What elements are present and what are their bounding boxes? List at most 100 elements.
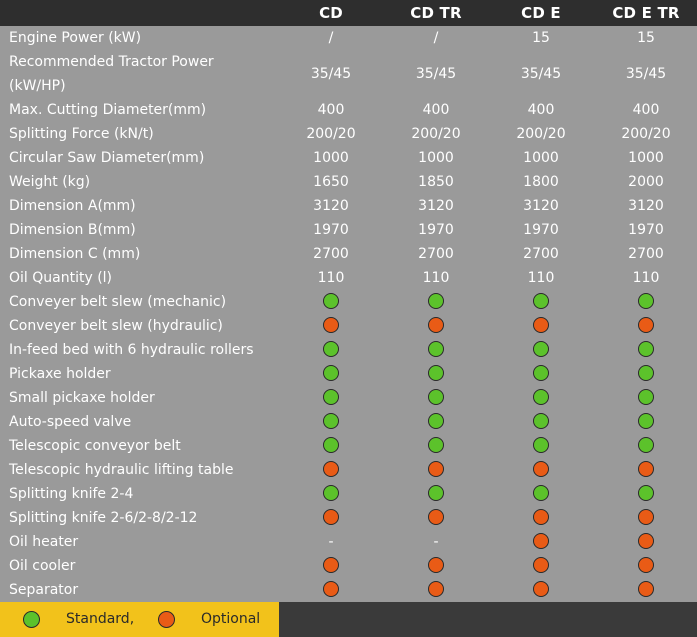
table-cell bbox=[281, 338, 381, 362]
standard-dot-icon bbox=[428, 485, 444, 501]
standard-dot-icon bbox=[428, 365, 444, 381]
table-cell bbox=[491, 338, 591, 362]
table-cell bbox=[386, 458, 486, 482]
optional-dot-icon bbox=[533, 461, 549, 477]
row-label: Splitting knife 2-6/2-8/2-12 bbox=[9, 510, 198, 526]
optional-dot-icon bbox=[428, 509, 444, 525]
table-cell bbox=[281, 506, 381, 530]
row-label: Conveyer belt slew (hydraulic) bbox=[9, 318, 223, 334]
legend-optional-label: Optional bbox=[201, 611, 261, 627]
standard-dot-icon bbox=[638, 389, 654, 405]
optional-dot-icon bbox=[533, 317, 549, 333]
table-cell: 400 bbox=[632, 102, 660, 118]
table-cell bbox=[281, 290, 381, 314]
table-cell bbox=[386, 362, 486, 386]
table-cell bbox=[386, 410, 486, 434]
table-row: Oil heater - - bbox=[0, 530, 697, 554]
table-cell bbox=[491, 482, 591, 506]
optional-dot-icon bbox=[323, 461, 339, 477]
table-cell: 1000 bbox=[523, 150, 559, 166]
table-row: Telescopic conveyor belt bbox=[0, 434, 697, 458]
table-header: CD CD TR CD E CD E TR bbox=[0, 0, 697, 26]
table-cell bbox=[281, 482, 381, 506]
optional-dot-icon bbox=[533, 533, 549, 549]
standard-dot-icon bbox=[323, 293, 339, 309]
table-cell: 200/20 bbox=[621, 126, 671, 142]
row-label: Auto-speed valve bbox=[9, 414, 132, 430]
optional-dot-icon bbox=[638, 461, 654, 477]
table-row: Circular Saw Diameter(mm) 1000 1000 1000 100… bbox=[0, 146, 697, 170]
standard-dot-icon bbox=[323, 389, 339, 405]
standard-dot-icon bbox=[323, 341, 339, 357]
row-label: Splitting knife 2-4 bbox=[9, 486, 134, 502]
table-cell bbox=[386, 554, 486, 578]
table-row: Recommended Tractor Power (kW/HP) 35/45 35… bbox=[0, 50, 697, 98]
table-cell: 2700 bbox=[628, 246, 664, 262]
table-cell: 400 bbox=[422, 102, 450, 118]
optional-dot-icon bbox=[428, 581, 444, 597]
standard-dot-icon bbox=[533, 389, 549, 405]
standard-dot-icon bbox=[638, 437, 654, 453]
table-cell: 3120 bbox=[628, 198, 664, 214]
standard-dot-icon bbox=[428, 341, 444, 357]
table-cell: 1970 bbox=[628, 222, 664, 238]
row-label: In-feed bed with 6 hydraulic rollers bbox=[9, 342, 254, 358]
table-row: Dimension C (mm) 2700 2700 2700 2700 bbox=[0, 242, 697, 266]
optional-dot-icon bbox=[638, 317, 654, 333]
row-label: Oil heater bbox=[9, 534, 79, 550]
table-cell: 15 bbox=[637, 30, 655, 46]
table-cell bbox=[281, 434, 381, 458]
table-cell: / bbox=[328, 30, 334, 46]
table-row: Dimension B(mm) 1970 1970 1970 1970 bbox=[0, 218, 697, 242]
column-header: CD bbox=[319, 4, 343, 22]
optional-dot-icon bbox=[533, 581, 549, 597]
table-row: Oil Quantity (l) 110 110 110 110 bbox=[0, 266, 697, 290]
table-cell: 2700 bbox=[313, 246, 349, 262]
table-cell bbox=[386, 434, 486, 458]
table-row: In-feed bed with 6 hydraulic rollers bbox=[0, 338, 697, 362]
table-row: Auto-speed valve bbox=[0, 410, 697, 434]
row-label: Oil cooler bbox=[9, 558, 76, 574]
table-row: Splitting knife 2-4 bbox=[0, 482, 697, 506]
row-label: Circular Saw Diameter(mm) bbox=[9, 150, 205, 166]
row-label: Max. Cutting Diameter(mm) bbox=[9, 102, 207, 118]
optional-dot-icon bbox=[638, 557, 654, 573]
table-cell: 400 bbox=[317, 102, 345, 118]
table-row: Pickaxe holder bbox=[0, 362, 697, 386]
table-cell bbox=[281, 410, 381, 434]
table-cell bbox=[596, 362, 696, 386]
standard-dot-icon bbox=[638, 293, 654, 309]
table-cell: 110 bbox=[632, 270, 660, 286]
table-cell: - bbox=[433, 534, 439, 550]
legend-filler bbox=[279, 602, 697, 637]
table-cell bbox=[491, 578, 591, 602]
table-cell bbox=[386, 338, 486, 362]
table-cell bbox=[491, 314, 591, 338]
table-cell: 110 bbox=[527, 270, 555, 286]
table-cell: 2700 bbox=[418, 246, 454, 262]
table-cell: 1650 bbox=[313, 174, 349, 190]
table-cell: 15 bbox=[532, 30, 550, 46]
table-cell: 200/20 bbox=[306, 126, 356, 142]
table-cell: 1850 bbox=[418, 174, 454, 190]
standard-dot-icon bbox=[428, 293, 444, 309]
table-cell: 35/45 bbox=[625, 66, 667, 82]
table-cell bbox=[596, 410, 696, 434]
table-row: Splitting knife 2-6/2-8/2-12 bbox=[0, 506, 697, 530]
table-cell: 2000 bbox=[628, 174, 664, 190]
standard-dot-icon bbox=[323, 485, 339, 501]
table-cell: 1970 bbox=[523, 222, 559, 238]
standard-dot-icon bbox=[323, 365, 339, 381]
table-row: Separator bbox=[0, 578, 697, 602]
row-label: Telescopic hydraulic lifting table bbox=[9, 462, 234, 478]
table-cell: 1000 bbox=[313, 150, 349, 166]
table-cell bbox=[491, 290, 591, 314]
legend-standard-label: Standard, bbox=[66, 611, 135, 627]
table-cell: 110 bbox=[422, 270, 450, 286]
table-cell: 1000 bbox=[418, 150, 454, 166]
row-label: Dimension A(mm) bbox=[9, 198, 136, 214]
table-cell bbox=[386, 578, 486, 602]
row-label: Recommended Tractor Power (kW/HP) bbox=[9, 54, 214, 94]
table-cell bbox=[281, 458, 381, 482]
table-cell: 400 bbox=[527, 102, 555, 118]
